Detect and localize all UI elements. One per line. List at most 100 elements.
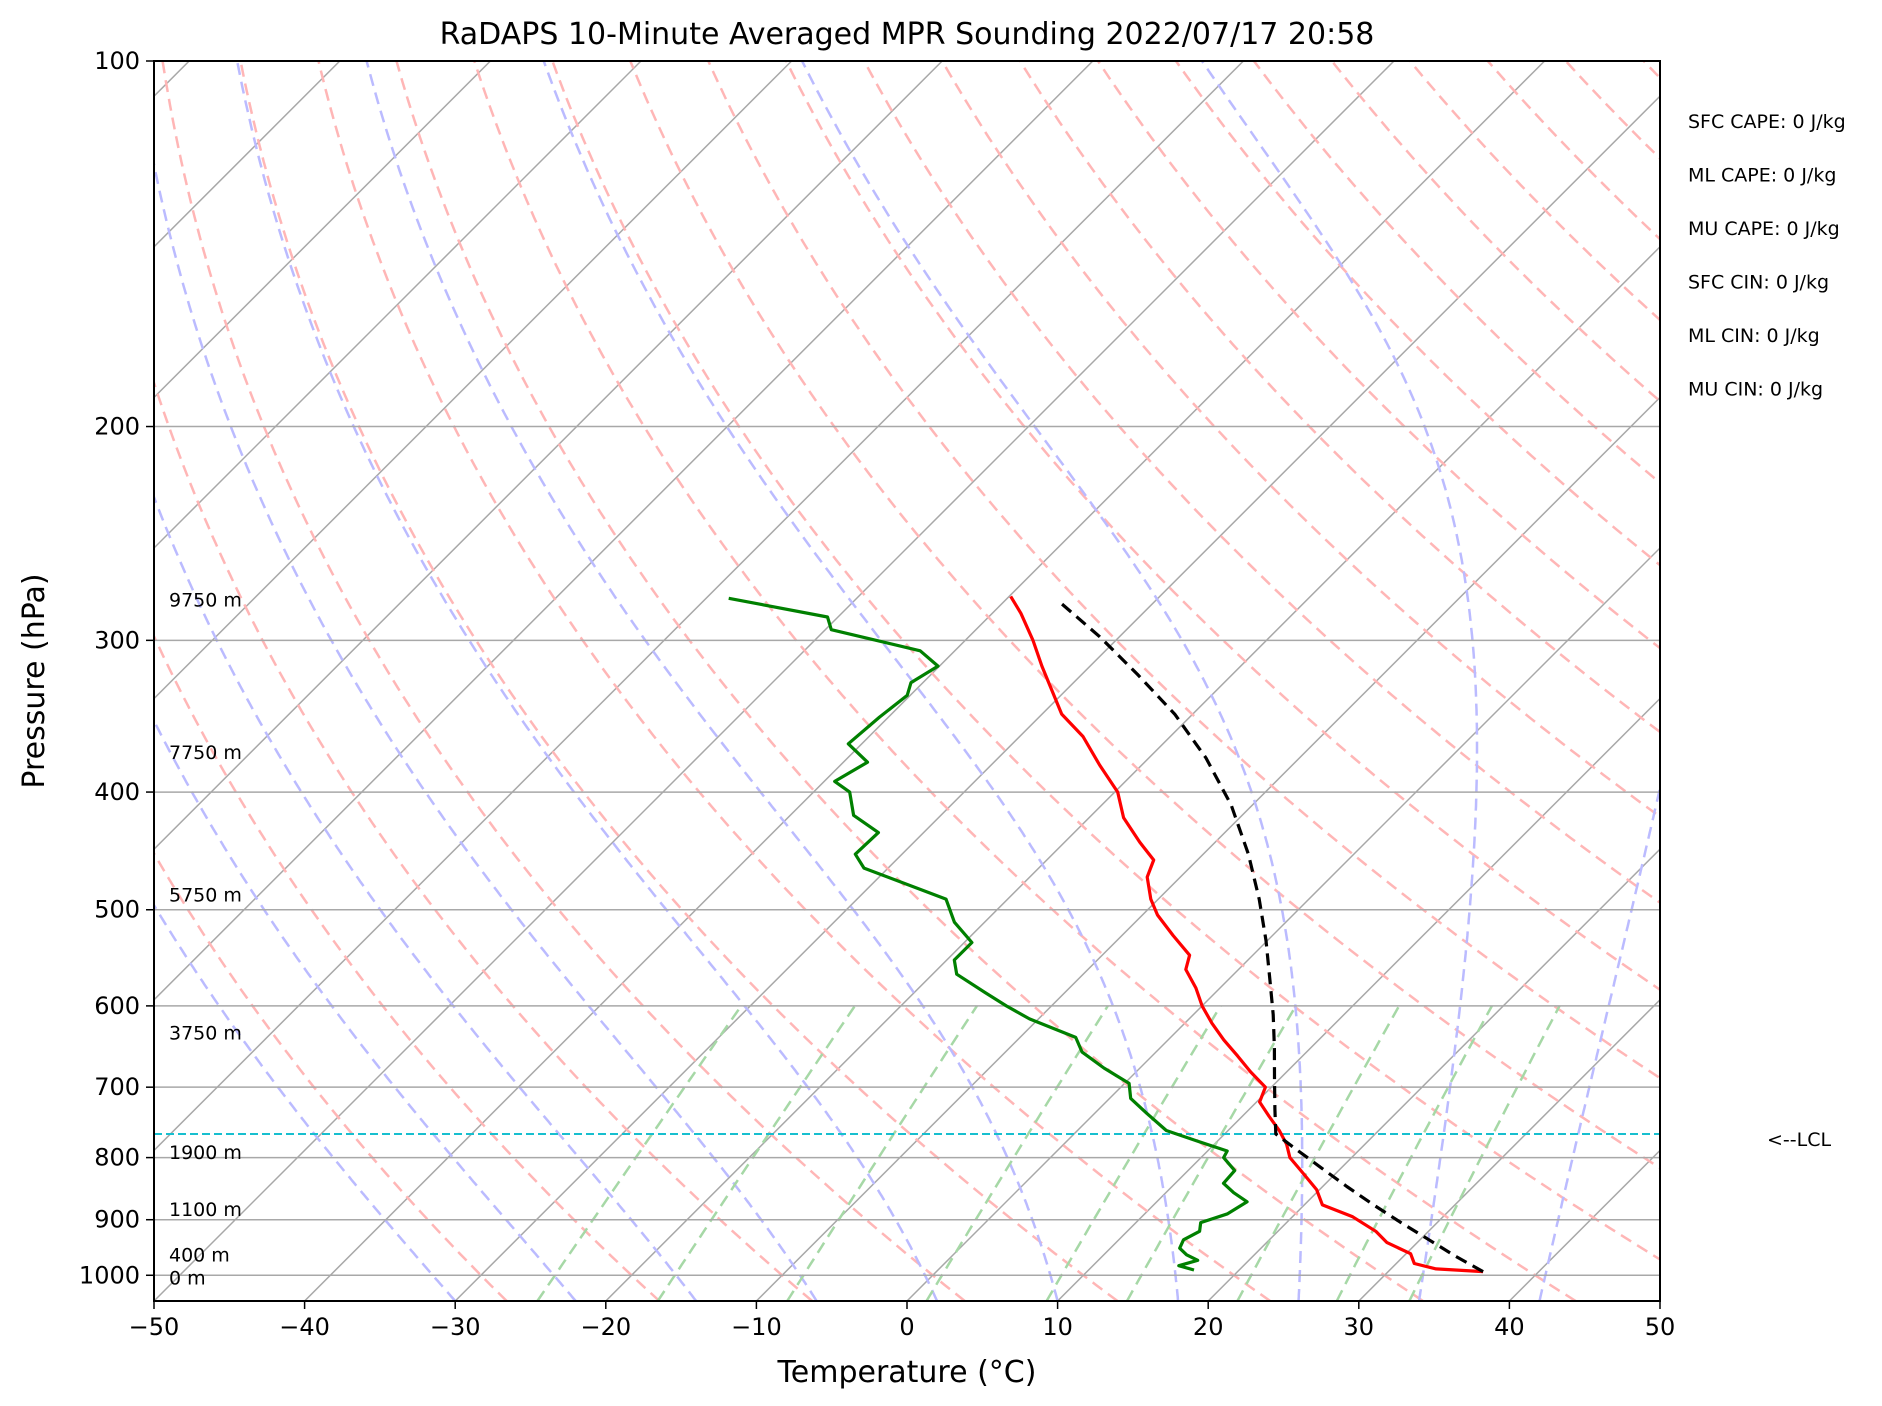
isotherm-line: [605, 245, 1660, 1301]
dry-adiabat: [1800, 61, 1882, 1301]
dry-adiabat: [1642, 61, 1660, 80]
moist-adiabat: [154, 158, 818, 1301]
x-tick-label: 0: [899, 1313, 914, 1341]
dry-adiabat: [154, 850, 508, 1301]
x-tick-label: 20: [1193, 1313, 1224, 1341]
height-label: 0 m: [169, 1267, 206, 1289]
height-labels: 9750 m 7750 m 5750 m 3750 m 1900 m 1100 m 400 …: [169, 589, 242, 1289]
moist-adiabat: [154, 902, 457, 1301]
dry-adiabat: [154, 378, 813, 1301]
dry-adiabat: [239, 61, 1119, 1301]
dry-adiabat: [154, 633, 661, 1301]
dry-adiabat: [1252, 61, 1660, 485]
isotherm-line: [154, 61, 1094, 1001]
y-tick-label: 300: [94, 626, 140, 654]
stability-index: ML CAPE: 0 J/kg: [1688, 165, 1836, 187]
x-axis-ticks: −50 −40 −30 −20 −10 0 10 20 30 40 50: [129, 1301, 1676, 1341]
stability-index: SFC CAPE: 0 J/kg: [1688, 111, 1846, 133]
lcl-label: <--LCL: [1767, 1129, 1831, 1151]
isotherm-line: [154, 61, 642, 550]
y-tick-label: 200: [94, 413, 140, 441]
y-tick-label: 400: [94, 778, 140, 806]
isotherm-line: [1659, 1299, 1660, 1301]
mixing-ratio-line: [536, 1005, 743, 1301]
isotherm-line: [1057, 697, 1660, 1301]
dry-adiabat: [1878, 61, 1882, 1301]
stability-index: MU CAPE: 0 J/kg: [1688, 218, 1840, 240]
y-tick-label: 100: [94, 47, 140, 75]
y-tick-label: 900: [94, 1206, 140, 1234]
isotherm-line: [154, 61, 1244, 1152]
stability-indices: SFC CAPE: 0 J/kg ML CAPE: 0 J/kg MU CAPE: …: [1688, 111, 1846, 401]
moist-adiabat: [1538, 782, 1660, 1301]
dry-adiabat: [1096, 61, 1660, 650]
isotherm-line: [154, 61, 491, 399]
x-tick-label: −10: [731, 1313, 782, 1341]
dry-adiabat: [1408, 61, 1660, 322]
x-tick-label: −50: [129, 1313, 180, 1341]
x-tick-label: 10: [1042, 1313, 1073, 1341]
x-tick-label: 50: [1645, 1313, 1676, 1341]
temperature-trace: [1009, 595, 1484, 1274]
moist-adiabat: [235, 61, 939, 1301]
mixing-ratio-line: [1236, 1005, 1401, 1301]
dry-adiabat: [1019, 61, 1660, 734]
y-tick-label: 600: [94, 992, 140, 1020]
moist-adiabat: [542, 61, 1180, 1301]
x-tick-label: 40: [1494, 1313, 1525, 1341]
dry-adiabat: [863, 61, 1660, 905]
isotherm-line: [154, 61, 943, 851]
dry-adiabat: [1486, 61, 1660, 241]
x-tick-label: −40: [279, 1313, 330, 1341]
parcel-path: [1060, 602, 1484, 1273]
dry-adiabat: [785, 61, 1660, 992]
x-tick-label: 30: [1344, 1313, 1375, 1341]
mixing-ratio-line: [1125, 1005, 1297, 1301]
isotherm-line: [1358, 998, 1660, 1301]
x-tick-label: −30: [430, 1313, 481, 1341]
isotherm-line: [304, 61, 1546, 1301]
y-tick-label: 700: [94, 1073, 140, 1101]
y-axis-label: Pressure (hPa): [17, 573, 52, 788]
chart-title: RaDAPS 10-Minute Averaged MPR Sounding 2…: [440, 17, 1375, 52]
isotherm-line: [1207, 848, 1660, 1301]
isotherm-line: [906, 546, 1660, 1301]
sounding-traces: [154, 595, 1660, 1274]
isotherm-line: [454, 95, 1660, 1301]
moist-adiabat: [1200, 61, 1479, 1301]
stability-index: ML CIN: 0 J/kg: [1688, 325, 1820, 347]
stability-index: SFC CIN: 0 J/kg: [1688, 272, 1829, 294]
mixing-ratio-line: [786, 1005, 978, 1301]
dry-adiabat: [1330, 61, 1660, 403]
y-tick-label: 800: [94, 1144, 140, 1172]
mixing-ratio-line: [1408, 1005, 1561, 1301]
background-lines: [154, 61, 1882, 1301]
mixing-ratio-line: [656, 1005, 856, 1301]
dewpoint-trace: [728, 596, 1249, 1272]
y-tick-label: 1000: [79, 1261, 140, 1289]
moist-adiabat: [800, 61, 1304, 1301]
dry-adiabat: [707, 61, 1660, 1080]
height-label: 3750 m: [169, 1023, 242, 1045]
dry-adiabat: [629, 61, 1660, 1170]
dry-adiabat: [1174, 61, 1660, 567]
mixing-ratio-line: [1335, 1005, 1493, 1301]
mixing-ratio-line: [925, 1005, 1109, 1301]
dry-adiabat: [551, 61, 1660, 1261]
moist-adiabat: [154, 718, 577, 1301]
dry-adiabat: [395, 61, 1424, 1301]
dry-adiabat: [161, 61, 966, 1301]
height-label: 9750 m: [169, 589, 242, 611]
isotherm-line: [154, 61, 1395, 1301]
dry-adiabat: [1564, 61, 1660, 161]
stability-index: MU CIN: 0 J/kg: [1688, 379, 1823, 401]
y-tick-label: 500: [94, 896, 140, 924]
y-axis-ticks: 100 200 300 400 500 600 700 800 900 1000: [79, 47, 154, 1289]
moist-adiabat: [365, 61, 1059, 1301]
dry-adiabat: [941, 61, 1660, 819]
x-tick-label: −20: [580, 1313, 631, 1341]
height-label: 400 m: [169, 1245, 230, 1267]
x-axis-label: Temperature (°C): [777, 1355, 1037, 1390]
isotherm-line: [1508, 1149, 1660, 1301]
